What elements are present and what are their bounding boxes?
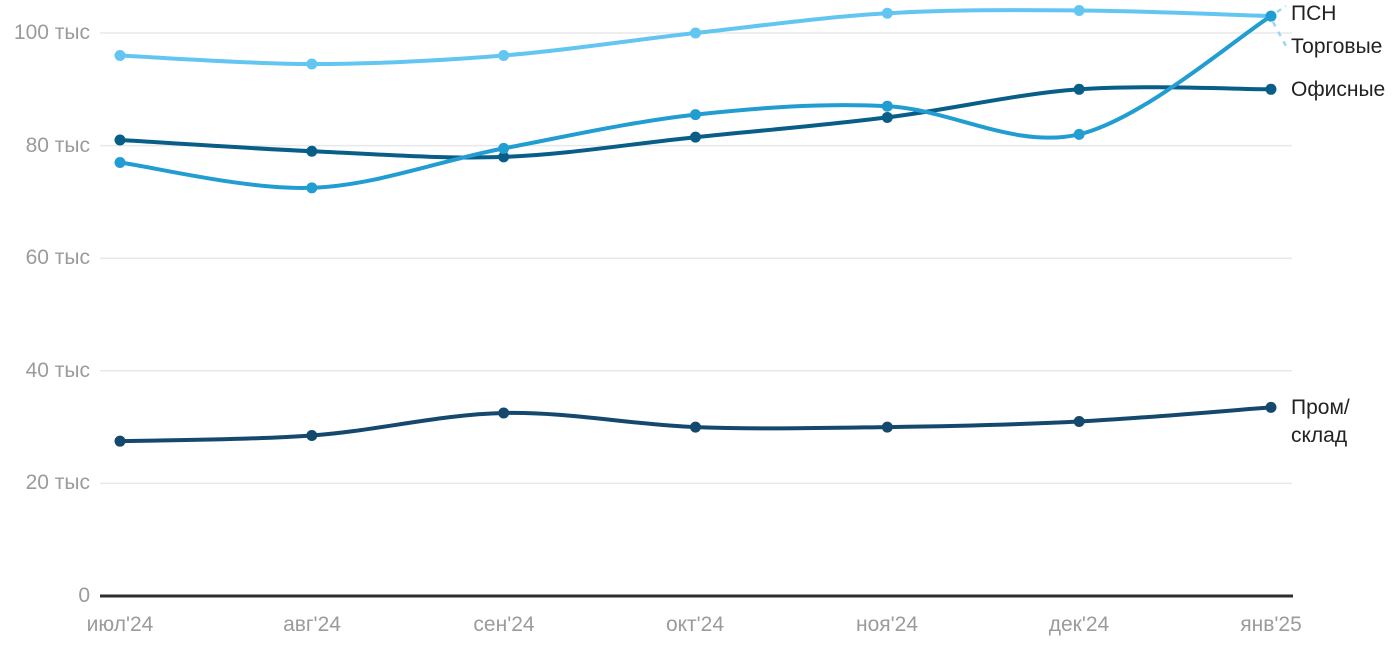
data-point-ПСН	[1265, 10, 1277, 22]
data-point-ПСН	[881, 100, 893, 112]
data-point-Офисные	[498, 151, 510, 163]
series-label-psn: ПСН	[1291, 2, 1337, 25]
data-point-Торговые	[689, 27, 701, 39]
x-tick-jul24: июл'24	[86, 613, 154, 636]
y-tick-60: 60 тыс	[25, 246, 90, 269]
data-point-Офисные	[114, 134, 126, 146]
data-point-ПСН	[689, 109, 701, 121]
data-point-Пром/склад	[881, 421, 893, 433]
data-point-Офисные	[1073, 83, 1085, 95]
series-line-ПСН	[118, 14, 1273, 190]
data-point-Торговые	[498, 50, 510, 62]
y-tick-40: 40 тыс	[25, 359, 90, 382]
data-point-Торговые	[1073, 4, 1085, 16]
series-label-ofisnye: Офисные	[1291, 78, 1386, 101]
series-label-prom-sklad: Пром/ склад	[1291, 394, 1350, 450]
data-point-Пром/склад	[689, 421, 701, 433]
data-point-Пром/склад	[498, 407, 510, 419]
y-tick-20: 20 тыс	[25, 471, 90, 494]
x-tick-nov24: ноя'24	[855, 613, 919, 636]
series-line-Офисные	[118, 85, 1273, 160]
data-point-Пром/склад	[1073, 415, 1085, 427]
x-tick-oct24: окт'24	[665, 613, 725, 636]
x-tick-aug24: авг'24	[283, 613, 341, 636]
series-label-prom-line1: Пром/	[1291, 396, 1350, 419]
y-tick-80: 80 тыс	[25, 134, 90, 157]
data-point-Торговые	[306, 58, 318, 70]
series-label-prom-line2: склад	[1291, 424, 1348, 447]
data-point-ПСН	[306, 182, 318, 194]
data-point-ПСН	[498, 142, 510, 154]
x-tick-dec24: дек'24	[1048, 613, 1110, 636]
y-tick-0: 0	[78, 584, 90, 607]
series-label-torgovye: Торговые	[1291, 35, 1383, 58]
data-point-Торговые	[881, 7, 893, 19]
data-point-Офисные	[1265, 83, 1277, 95]
data-point-Офисные	[689, 131, 701, 143]
leader-line-psn	[1276, 4, 1287, 14]
data-point-Офисные	[306, 145, 318, 157]
x-tick-sep24: сен'24	[473, 613, 535, 636]
leader-line-torgovye	[1271, 21, 1288, 47]
data-point-Пром/склад	[1265, 401, 1277, 413]
x-tick-jan25: янв'25	[1240, 613, 1302, 636]
data-point-Пром/склад	[306, 430, 318, 442]
data-point-ПСН	[114, 156, 126, 168]
y-tick-100: 100 тыс	[13, 21, 90, 44]
data-point-Офисные	[881, 111, 893, 123]
data-point-Пром/склад	[114, 435, 126, 447]
data-point-Торговые	[114, 50, 126, 62]
data-point-ПСН	[1073, 128, 1085, 140]
